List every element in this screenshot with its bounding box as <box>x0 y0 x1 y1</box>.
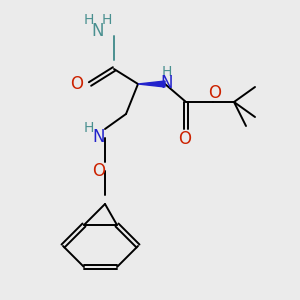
Polygon shape <box>138 81 165 87</box>
Text: O: O <box>178 130 191 148</box>
Text: H: H <box>83 121 94 134</box>
Text: N: N <box>160 74 173 92</box>
Text: O: O <box>92 162 106 180</box>
Text: N: N <box>91 22 104 40</box>
Text: H: H <box>161 65 172 79</box>
Text: H: H <box>83 13 94 26</box>
Text: O: O <box>70 75 83 93</box>
Text: N: N <box>93 128 105 146</box>
Text: H: H <box>101 13 112 26</box>
Text: O: O <box>208 84 221 102</box>
